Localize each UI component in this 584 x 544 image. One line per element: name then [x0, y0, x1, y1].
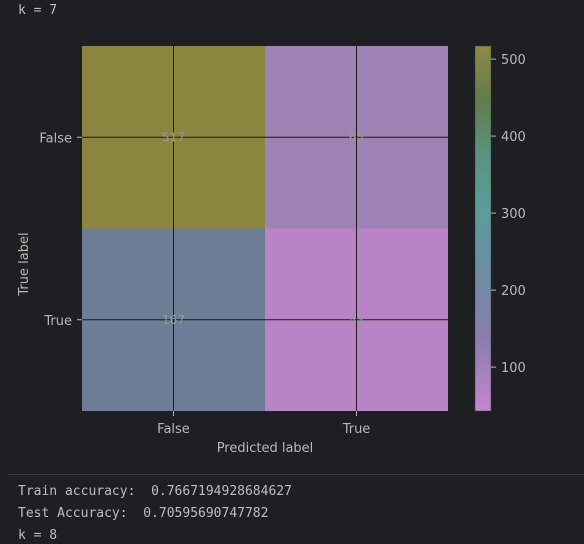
test-accuracy-label: Test Accuracy: — [18, 506, 128, 521]
cell-value-label: 167 — [162, 313, 185, 327]
test-accuracy-value: 0.70595690747782 — [143, 506, 269, 521]
x-tick-label: False — [157, 422, 190, 437]
colorbar-tick-label: 300 — [501, 207, 526, 222]
y-tick-label: True — [43, 314, 72, 329]
cell-labels: 517 65 167 43 — [162, 130, 364, 327]
cell-value-label: 517 — [162, 130, 185, 144]
output-separator — [8, 474, 584, 475]
train-accuracy-label: Train accuracy: — [18, 484, 136, 499]
x-tick-label: True — [342, 422, 371, 437]
test-accuracy-line: Test Accuracy: 0.70595690747782 — [18, 506, 268, 521]
colorbar-tick-label: 200 — [501, 284, 526, 299]
train-accuracy-line: Train accuracy: 0.7667194928684627 — [18, 484, 292, 499]
next-cell-output-header: k = 8 — [18, 528, 58, 543]
colorbar — [474, 45, 492, 412]
colorbar-ticks: 500 400 300 200 100 — [491, 53, 526, 376]
train-accuracy-value: 0.7667194928684627 — [151, 484, 292, 499]
y-tick-label: False — [39, 131, 72, 146]
x-axis-label: Predicted label — [217, 441, 314, 456]
colorbar-tick-label: 100 — [501, 361, 526, 376]
cell-value-label: 43 — [349, 313, 364, 327]
y-axis-label: True label — [17, 232, 32, 296]
cell-value-label: 65 — [349, 130, 364, 144]
colorbar-tick-label: 400 — [501, 130, 526, 145]
axis-ticks: False True False True — [39, 131, 370, 437]
grid-lines — [82, 46, 448, 411]
confusion-matrix-figure: 517 65 167 43 False True False True Predicted … — [17, 45, 526, 456]
cell-output-header: k = 7 — [18, 3, 58, 18]
heatmap-cells — [82, 46, 448, 411]
colorbar-tick-label: 500 — [501, 53, 526, 68]
